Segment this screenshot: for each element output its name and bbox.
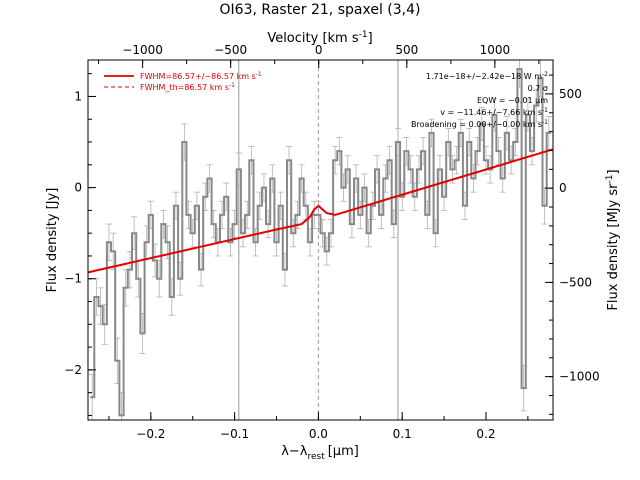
axis-ticks: −0.2 −0.1 0.0 0.1 0.2 −1000 −500 0 500 1000 −2 −1 0 1…	[64, 43, 599, 441]
annotation-velocity: v = −11.46+/−7.66 km s-1	[440, 107, 548, 117]
right-axis-label: Flux density [MJy sr-1]	[605, 169, 621, 310]
legend-label-fwhm: FWHM=86.57+/−86.57 km s-1	[140, 71, 262, 81]
annotation-broadening: Broadening = 0.00+/−0.00 km s-1	[411, 119, 548, 129]
legend: FWHM=86.57+/−86.57 km s-1 FWHM_th=86.57 …	[104, 71, 262, 92]
chart-title: OI63, Raster 21, spaxel (3,4)	[220, 2, 421, 18]
x-axis-label-sub: rest	[307, 452, 325, 462]
top-tick-label: −1000	[122, 43, 163, 57]
annotation-eqw: EQW = −0.01 μm	[477, 96, 548, 105]
right-tick-label: 500	[559, 87, 582, 101]
x-tick-label: 0.1	[393, 427, 412, 441]
x-tick-label: −0.1	[220, 427, 249, 441]
legend-label-fwhm-th: FWHM_th=86.57 km s-1	[140, 82, 235, 92]
top-tick-label: 1000	[480, 43, 511, 57]
x-tick-label: 0.0	[309, 427, 328, 441]
y-tick-label: 1	[74, 89, 82, 103]
x-tick-label: −0.2	[136, 427, 165, 441]
top-axis-label: Velocity [km s-1]	[267, 30, 372, 46]
spectrum-line	[90, 68, 551, 417]
x-tick-label: 0.2	[476, 427, 495, 441]
right-tick-label: −1000	[559, 370, 600, 384]
top-axis-label-exp: -1	[359, 30, 368, 40]
y-axis-label: Flux density [Jy]	[45, 188, 60, 293]
top-tick-label: 500	[395, 43, 418, 57]
top-tick-label: −500	[214, 43, 247, 57]
fit-annotations: 1.71e−18+/−2.42e−18 W m-2 0.7 σ EQW = −0…	[411, 71, 548, 129]
fit-line	[87, 148, 554, 274]
right-axis-label-exp: -1	[605, 175, 615, 184]
plot-frame	[87, 59, 554, 421]
annotation-sigma: 0.7 σ	[528, 84, 548, 93]
right-tick-label: −500	[559, 275, 592, 289]
vertical-reference-lines	[238, 60, 399, 420]
y-tick-label: −2	[64, 363, 82, 377]
y-tick-label: −1	[64, 272, 82, 286]
top-tick-label: 0	[315, 43, 323, 57]
right-tick-label: 0	[559, 181, 567, 195]
annotation-flux: 1.71e−18+/−2.42e−18 W m-2	[426, 71, 548, 81]
x-axis-label: λ−λrest [μm]	[281, 444, 359, 462]
fit-curve	[87, 148, 554, 274]
y-tick-label: 0	[74, 181, 82, 195]
